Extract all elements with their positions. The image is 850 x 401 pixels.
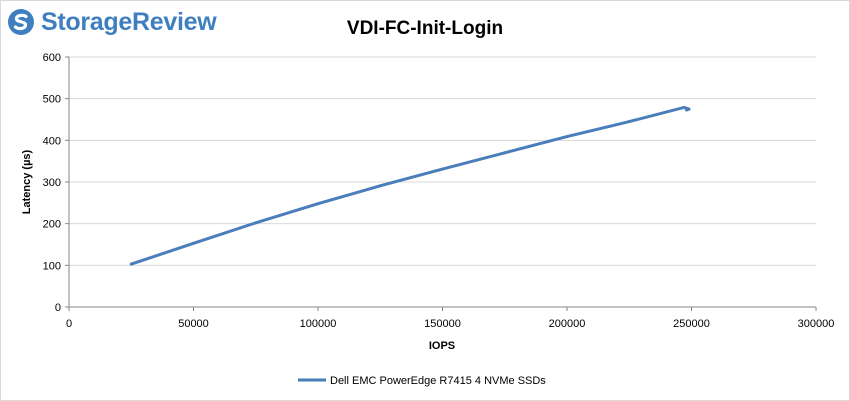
logo: StorageReview <box>7 7 217 37</box>
storagereview-logo-icon <box>8 9 34 35</box>
axes <box>65 56 817 311</box>
x-tick-label: 50000 <box>178 318 209 330</box>
data-point <box>682 105 686 109</box>
y-tick-label: 500 <box>43 94 61 106</box>
data-point <box>627 120 631 124</box>
y-tick-labels: 0 100 200 300 400 500 600 <box>43 52 61 314</box>
x-tick-label: 250000 <box>673 318 710 330</box>
x-tick-label: 0 <box>66 318 72 330</box>
data-point <box>565 135 569 139</box>
y-tick-label: 0 <box>55 302 61 314</box>
x-axis-title: IOPS <box>429 340 455 352</box>
x-tick-label: 300000 <box>798 318 835 330</box>
data-point <box>378 184 382 188</box>
legend: Dell EMC PowerEdge R7415 4 NVMe SSDs <box>298 375 546 387</box>
chart-title: VDI-FC-Init-Login <box>347 18 503 39</box>
data-point <box>685 108 688 112</box>
data-point <box>503 151 507 155</box>
y-tick-label: 100 <box>43 260 61 272</box>
y-axis-title: Latency (µs) <box>21 149 33 214</box>
y-tick-label: 400 <box>43 135 61 147</box>
y-tick-label: 300 <box>43 177 61 189</box>
gridlines <box>69 56 816 266</box>
x-tick-labels: 0 50000 100000 150000 200000 250000 300000 <box>66 318 834 330</box>
y-tick-label: 200 <box>43 219 61 231</box>
data-point <box>129 262 133 266</box>
data-point <box>687 107 691 111</box>
data-point <box>441 167 444 171</box>
y-tick-label: 600 <box>43 52 61 64</box>
data-point <box>316 202 320 206</box>
series-line <box>129 105 691 266</box>
series-lines <box>129 105 691 266</box>
data-point <box>192 241 195 245</box>
data-point <box>254 221 258 225</box>
logo-text: StorageReview <box>41 7 217 36</box>
legend-label: Dell EMC PowerEdge R7415 4 NVMe SSDs <box>330 375 546 387</box>
x-tick-label: 200000 <box>549 318 586 330</box>
x-tick-label: 150000 <box>424 318 461 330</box>
x-tick-label: 100000 <box>300 318 337 330</box>
